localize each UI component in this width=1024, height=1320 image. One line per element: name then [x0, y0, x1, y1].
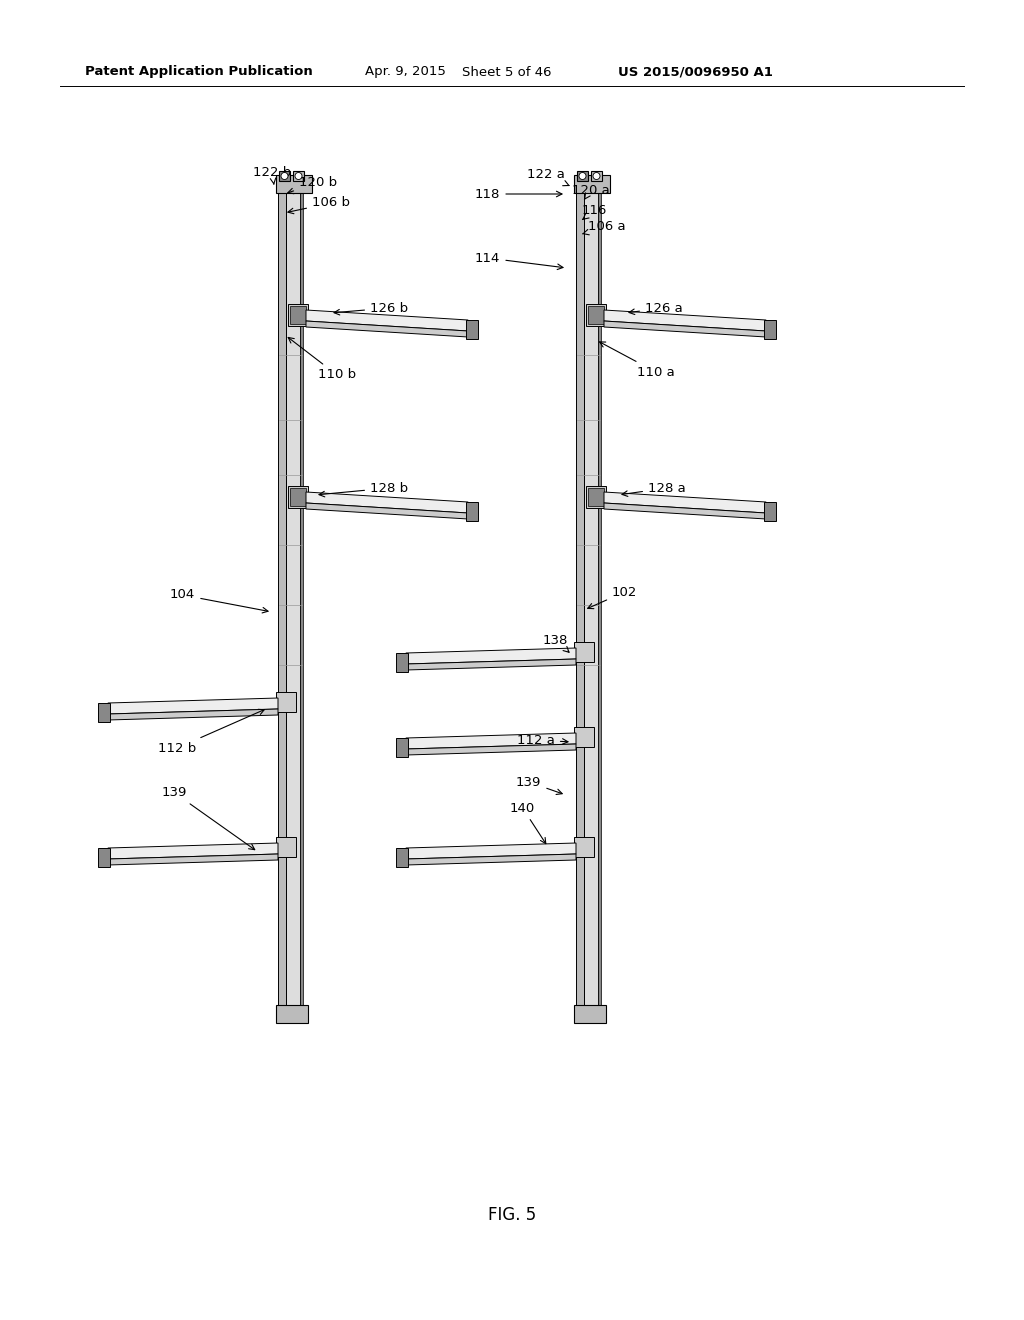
Bar — [466, 502, 478, 521]
Polygon shape — [406, 733, 575, 748]
Circle shape — [295, 173, 302, 180]
Bar — [574, 642, 594, 663]
Polygon shape — [604, 503, 766, 519]
Polygon shape — [306, 503, 468, 519]
Polygon shape — [604, 310, 766, 331]
Polygon shape — [406, 843, 575, 859]
Bar — [293, 172, 304, 181]
Text: 114: 114 — [475, 252, 563, 269]
Text: 118: 118 — [475, 187, 562, 201]
Bar — [288, 304, 308, 326]
Bar — [591, 172, 602, 181]
Text: 110 b: 110 b — [288, 338, 356, 381]
Circle shape — [579, 173, 586, 180]
Bar — [764, 502, 776, 521]
Polygon shape — [406, 659, 575, 671]
Bar — [276, 1005, 308, 1023]
Bar — [279, 172, 290, 181]
Bar — [276, 176, 312, 193]
Bar — [588, 306, 604, 323]
Bar — [290, 488, 306, 506]
Text: 139: 139 — [516, 776, 562, 795]
Bar — [584, 193, 598, 1005]
Bar — [98, 847, 110, 867]
Bar — [466, 319, 478, 339]
Circle shape — [281, 173, 288, 180]
Text: 120 a: 120 a — [572, 183, 609, 199]
Polygon shape — [108, 843, 278, 859]
Text: 112 a: 112 a — [517, 734, 568, 747]
Bar — [598, 193, 601, 1005]
Polygon shape — [108, 854, 278, 865]
Text: FIG. 5: FIG. 5 — [487, 1206, 537, 1224]
Bar — [300, 193, 303, 1005]
Polygon shape — [306, 492, 468, 513]
Bar — [276, 837, 296, 857]
Text: 140: 140 — [510, 801, 546, 843]
Bar — [286, 193, 300, 1005]
Text: 110 a: 110 a — [599, 342, 675, 379]
Text: 128 b: 128 b — [319, 482, 409, 496]
Bar — [396, 738, 408, 756]
Text: 104: 104 — [170, 589, 268, 612]
Circle shape — [593, 173, 600, 180]
Bar — [575, 193, 584, 1005]
Bar — [586, 486, 606, 508]
Polygon shape — [604, 321, 766, 337]
Text: 128 a: 128 a — [622, 482, 686, 496]
Polygon shape — [108, 709, 278, 719]
Text: 139: 139 — [162, 787, 255, 850]
Bar — [574, 837, 594, 857]
Bar — [278, 193, 286, 1005]
Bar — [276, 692, 296, 711]
Text: Apr. 9, 2015: Apr. 9, 2015 — [365, 66, 445, 78]
Bar — [764, 319, 776, 339]
Text: 122 b: 122 b — [253, 165, 291, 185]
Polygon shape — [406, 648, 575, 664]
Bar — [98, 704, 110, 722]
Text: 122 a: 122 a — [527, 169, 569, 186]
Bar — [586, 304, 606, 326]
Text: Sheet 5 of 46: Sheet 5 of 46 — [462, 66, 552, 78]
Text: 138: 138 — [543, 634, 569, 652]
Text: 106 b: 106 b — [288, 197, 350, 214]
Text: 112 b: 112 b — [158, 709, 264, 755]
Polygon shape — [108, 698, 278, 714]
Bar — [574, 1005, 606, 1023]
Text: 106 a: 106 a — [583, 220, 626, 235]
Text: Patent Application Publication: Patent Application Publication — [85, 66, 312, 78]
Polygon shape — [306, 321, 468, 337]
Text: 126 b: 126 b — [334, 301, 409, 315]
Bar — [577, 172, 588, 181]
Polygon shape — [306, 310, 468, 331]
Text: US 2015/0096950 A1: US 2015/0096950 A1 — [618, 66, 773, 78]
Text: 120 b: 120 b — [288, 177, 337, 194]
Bar — [574, 727, 594, 747]
Bar — [574, 176, 610, 193]
Polygon shape — [406, 744, 575, 755]
Polygon shape — [406, 854, 575, 865]
Polygon shape — [604, 492, 766, 513]
Text: 126 a: 126 a — [629, 301, 683, 314]
Text: 102: 102 — [588, 586, 637, 609]
Bar — [588, 488, 604, 506]
Bar — [288, 486, 308, 508]
Bar — [396, 653, 408, 672]
Bar — [290, 306, 306, 323]
Text: 116: 116 — [582, 203, 607, 219]
Bar — [396, 847, 408, 867]
